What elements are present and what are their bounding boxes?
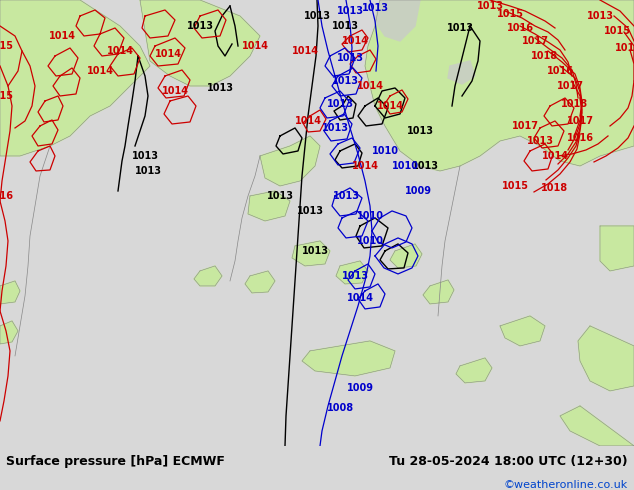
Text: 1017: 1017	[522, 36, 548, 46]
Text: 1018: 1018	[562, 99, 588, 109]
Text: 1013: 1013	[304, 11, 330, 21]
Polygon shape	[248, 191, 290, 221]
Text: 1014: 1014	[342, 36, 368, 46]
Polygon shape	[245, 271, 275, 293]
Text: 1014: 1014	[48, 31, 75, 41]
Text: Tu 28-05-2024 18:00 UTC (12+30): Tu 28-05-2024 18:00 UTC (12+30)	[389, 455, 628, 468]
Text: 1013: 1013	[477, 1, 503, 11]
Text: 1013: 1013	[327, 99, 354, 109]
Text: 1013: 1013	[332, 191, 359, 201]
Text: Surface pressure [hPa] ECMWF: Surface pressure [hPa] ECMWF	[6, 455, 225, 468]
Polygon shape	[365, 0, 634, 171]
Text: 1014: 1014	[351, 161, 378, 171]
Text: 1015: 1015	[496, 9, 524, 19]
Text: 1015: 1015	[0, 41, 13, 51]
Text: 1010: 1010	[372, 146, 399, 156]
Text: 1009: 1009	[347, 383, 373, 393]
Text: 1013: 1013	[332, 21, 358, 31]
Text: 1009: 1009	[404, 186, 432, 196]
Text: 1013: 1013	[586, 11, 614, 21]
Text: 1013: 1013	[446, 23, 474, 33]
Text: 1013: 1013	[321, 123, 349, 133]
Text: 1017: 1017	[557, 81, 583, 91]
Polygon shape	[194, 266, 222, 286]
Text: 1010: 1010	[356, 236, 384, 246]
Text: 1017: 1017	[512, 121, 538, 131]
Text: 1013: 1013	[134, 166, 162, 176]
Polygon shape	[302, 341, 395, 376]
Text: 1013: 1013	[186, 21, 214, 31]
Text: 1013: 1013	[411, 161, 439, 171]
Text: 1008: 1008	[327, 403, 354, 413]
Text: 1013: 1013	[406, 126, 434, 136]
Text: 1013: 1013	[332, 76, 358, 86]
Text: 1014: 1014	[292, 46, 318, 56]
Text: 1014: 1014	[86, 66, 113, 76]
Text: 1016: 1016	[567, 133, 593, 143]
Polygon shape	[500, 316, 545, 346]
Polygon shape	[140, 0, 260, 86]
Text: 1016: 1016	[0, 191, 13, 201]
Text: 1014: 1014	[295, 116, 321, 126]
Polygon shape	[292, 241, 330, 266]
Text: 1013: 1013	[266, 191, 294, 201]
Polygon shape	[448, 61, 475, 84]
Polygon shape	[456, 358, 492, 383]
Polygon shape	[375, 0, 420, 41]
Polygon shape	[423, 280, 454, 304]
Polygon shape	[0, 0, 150, 156]
Text: 1016: 1016	[614, 43, 634, 53]
Text: 1013: 1013	[297, 206, 323, 216]
Text: 1014: 1014	[356, 81, 384, 91]
Text: 1014: 1014	[541, 151, 569, 161]
Text: 1014: 1014	[107, 46, 134, 56]
Text: 1014: 1014	[155, 49, 181, 59]
Text: 1014: 1014	[347, 293, 373, 303]
Text: 1018: 1018	[531, 51, 559, 61]
Text: 1013: 1013	[361, 3, 389, 13]
Text: 1015: 1015	[501, 181, 529, 191]
Polygon shape	[0, 281, 20, 304]
Text: 1014: 1014	[377, 101, 403, 111]
Polygon shape	[260, 136, 320, 186]
Text: 1015: 1015	[604, 26, 630, 36]
Text: 1015: 1015	[0, 91, 13, 101]
Text: ©weatheronline.co.uk: ©weatheronline.co.uk	[503, 480, 628, 490]
Text: 1013: 1013	[342, 271, 368, 281]
Polygon shape	[390, 244, 422, 268]
Text: 1013: 1013	[302, 246, 328, 256]
Polygon shape	[578, 326, 634, 391]
Text: 1010: 1010	[356, 211, 384, 221]
Text: 1013: 1013	[526, 136, 553, 146]
Text: 1013: 1013	[207, 83, 233, 93]
Text: 1016: 1016	[547, 66, 574, 76]
Text: 1014: 1014	[242, 41, 269, 51]
Polygon shape	[0, 321, 18, 344]
Text: 1013: 1013	[131, 151, 158, 161]
Text: 1017: 1017	[567, 116, 593, 126]
Text: 1014: 1014	[162, 86, 188, 96]
Text: 1016: 1016	[507, 23, 533, 33]
Text: 1018: 1018	[541, 183, 569, 193]
Polygon shape	[600, 226, 634, 271]
Text: 1013: 1013	[337, 6, 363, 16]
Polygon shape	[560, 406, 634, 446]
Polygon shape	[336, 261, 368, 284]
Text: 1010: 1010	[392, 161, 418, 171]
Text: 1013: 1013	[337, 53, 363, 63]
